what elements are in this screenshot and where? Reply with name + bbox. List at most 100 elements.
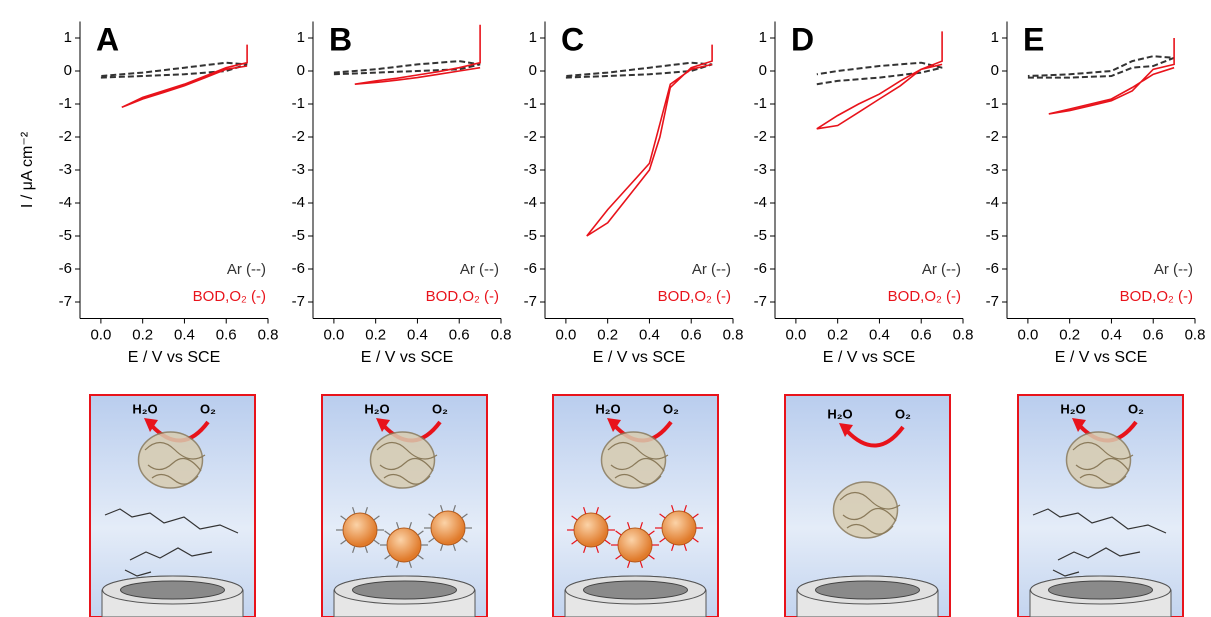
- ligand: [428, 513, 435, 519]
- legend-entry: Ar (--): [460, 261, 499, 278]
- ligand: [384, 530, 391, 536]
- ligand: [595, 506, 599, 515]
- enzyme-fold: [144, 441, 206, 485]
- y-tick-label: -5: [59, 227, 72, 244]
- legend-entry: Ar (--): [692, 261, 731, 278]
- ligand: [583, 545, 587, 554]
- ligand: [440, 543, 444, 552]
- ligand: [461, 537, 468, 543]
- nanoparticle: [342, 512, 378, 548]
- reactant-label: O₂: [200, 401, 216, 416]
- x-tick-label: 0.0: [323, 326, 344, 343]
- y-tick-label: -4: [524, 194, 537, 211]
- x-tick-label: 0.2: [365, 326, 386, 343]
- ligand: [692, 537, 699, 543]
- y-tick-label: -6: [292, 260, 305, 277]
- x-tick-label: 0.6: [1143, 326, 1164, 343]
- ligand: [408, 560, 412, 569]
- x-tick-label: 0.4: [639, 326, 660, 343]
- x-tick-label: 0.6: [449, 326, 470, 343]
- enzyme-fold: [839, 491, 901, 535]
- x-tick-label: 0.4: [1101, 326, 1122, 343]
- y-tick-label: 1: [64, 29, 72, 46]
- enzyme-fold: [1072, 441, 1134, 485]
- x-tick-label: 0.8: [953, 326, 974, 343]
- ligand: [627, 521, 631, 530]
- schematic: H₂O O₂: [1017, 394, 1184, 617]
- ligand: [639, 521, 643, 530]
- schematic: H₂O O₂: [784, 394, 951, 617]
- enzyme: [1065, 431, 1132, 489]
- nanoparticle: [430, 510, 466, 546]
- y-tick-label: -7: [292, 293, 305, 310]
- ligand: [428, 537, 435, 543]
- x-tick-label: 0.6: [911, 326, 932, 343]
- ligand: [340, 539, 347, 545]
- enzyme-fold: [607, 441, 669, 485]
- reaction-arrow: [845, 425, 905, 448]
- reactant-label: O₂: [663, 401, 679, 416]
- ligand: [571, 539, 578, 545]
- y-tick-label: -4: [292, 194, 305, 211]
- y-tick-label: -2: [754, 128, 767, 145]
- ligand: [604, 539, 611, 545]
- y-tick-label: -3: [524, 161, 537, 178]
- ligand: [659, 537, 666, 543]
- panel-label: B: [329, 21, 352, 57]
- legend-entry: BOD,O₂ (-): [658, 288, 731, 305]
- y-tick-label: -6: [524, 260, 537, 277]
- ligand: [583, 506, 587, 515]
- enzyme-fold: [376, 441, 438, 485]
- ligand: [352, 506, 356, 515]
- ligand: [595, 545, 599, 554]
- reactant-label: O₂: [895, 406, 911, 421]
- x-axis-label: E / V vs SCE: [593, 349, 685, 366]
- ligand: [440, 504, 444, 513]
- y-tick-label: -1: [59, 95, 72, 112]
- y-tick-label: -5: [524, 227, 537, 244]
- x-axis-label: E / V vs SCE: [823, 349, 915, 366]
- ligand: [340, 515, 347, 521]
- electrode-disk: [815, 580, 920, 600]
- x-tick-label: 0.2: [597, 326, 618, 343]
- cv-curve: [121, 44, 248, 109]
- y-axis-label: I / μA cm⁻²: [19, 131, 36, 208]
- x-tick-label: 0.0: [785, 326, 806, 343]
- enzyme: [832, 481, 899, 539]
- ligand: [417, 530, 424, 536]
- legend-entry: Ar (--): [227, 261, 266, 278]
- cv-curve: [333, 60, 481, 76]
- reactant-label: O₂: [1128, 401, 1144, 416]
- x-axis-label: E / V vs SCE: [361, 349, 453, 366]
- nanoparticle: [661, 510, 697, 546]
- y-tick-label: -2: [59, 128, 72, 145]
- x-tick-label: 0.2: [132, 326, 153, 343]
- cv-curve: [100, 61, 248, 79]
- cv-curve: [1048, 38, 1175, 115]
- product-label: H₂O: [827, 406, 852, 421]
- y-tick-label: -3: [292, 161, 305, 178]
- ligand: [627, 560, 631, 569]
- legend-entry: BOD,O₂ (-): [426, 288, 499, 305]
- arrow-head: [376, 418, 390, 432]
- panel-label: E: [1023, 21, 1044, 57]
- ligand: [683, 504, 687, 513]
- y-tick-label: -1: [986, 95, 999, 112]
- molecule: [1032, 508, 1167, 577]
- y-tick-label: -2: [292, 128, 305, 145]
- y-tick-label: -4: [59, 194, 72, 211]
- x-tick-label: 0.4: [407, 326, 428, 343]
- legend-entry: BOD,O₂ (-): [1120, 288, 1193, 305]
- ligand: [417, 554, 424, 560]
- legend-entry: Ar (--): [922, 261, 961, 278]
- x-tick-label: 0.4: [869, 326, 890, 343]
- panel-label: A: [96, 21, 119, 57]
- y-tick-label: -3: [754, 161, 767, 178]
- x-tick-label: 0.8: [258, 326, 279, 343]
- ligand: [384, 554, 391, 560]
- ligand: [452, 504, 456, 513]
- x-tick-label: 0.0: [90, 326, 111, 343]
- enzyme: [369, 431, 436, 489]
- arrow-head: [144, 418, 158, 432]
- x-tick-label: 0.2: [827, 326, 848, 343]
